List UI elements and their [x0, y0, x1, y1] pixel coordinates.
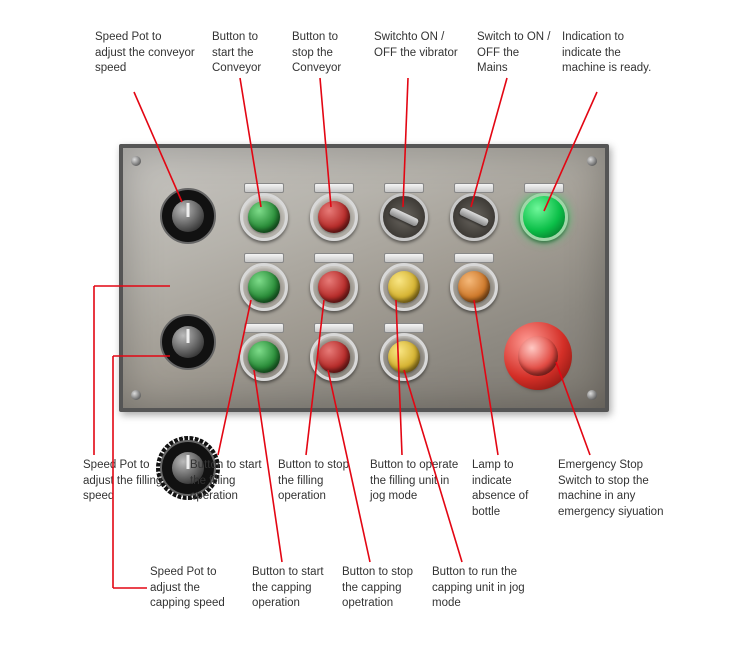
label-speed-capping: Speed Pot to adjust the capping speed	[150, 565, 235, 612]
stop-filling-button[interactable]	[310, 263, 358, 311]
label-switch-vibrator: Switchto ON / OFF the vibrator	[374, 30, 459, 61]
start-filling-button[interactable]	[240, 263, 288, 311]
label-estop: Emergency Stop Switch to stop the machin…	[558, 458, 678, 520]
stop-capping-button[interactable]	[310, 333, 358, 381]
emergency-stop-button[interactable]	[508, 326, 568, 386]
jog-filling-button[interactable]	[380, 263, 428, 311]
label-start-filling: Button to start the filling operation	[190, 458, 265, 505]
start-capping-button[interactable]	[240, 333, 288, 381]
speed-pot-filling[interactable]	[160, 314, 216, 370]
label-no-bottle-lamp: Lamp to indicate absence of bottle	[472, 458, 552, 520]
vibrator-switch[interactable]	[380, 193, 428, 241]
label-stop-conveyor: Button to stop the Conveyor	[292, 30, 362, 77]
screw-icon	[587, 390, 597, 400]
label-switch-mains: Switch to ON / OFF the Mains	[477, 30, 552, 77]
label-start-capping: Button to start the capping operation	[252, 565, 330, 612]
jog-capping-button[interactable]	[380, 333, 428, 381]
label-stop-filling: Button to stop the filling operation	[278, 458, 353, 505]
start-conveyor-button[interactable]	[240, 193, 288, 241]
label-start-conveyor: Button to start the Conveyor	[212, 30, 282, 77]
mains-switch[interactable]	[450, 193, 498, 241]
screw-icon	[131, 390, 141, 400]
label-speed-filling: Speed Pot to adjust the filling speed	[83, 458, 168, 505]
label-stop-capping: Button to stop the capping opetration	[342, 565, 420, 612]
ready-indicator-lamp	[520, 193, 568, 241]
label-jog-filling: Button to operate the filling unit in jo…	[370, 458, 460, 505]
label-speed-conveyor: Speed Pot to adjust the conveyor speed	[95, 30, 195, 77]
label-jog-capping: Button to run the capping unit in jog mo…	[432, 565, 532, 612]
screw-icon	[131, 156, 141, 166]
screw-icon	[587, 156, 597, 166]
no-bottle-lamp	[450, 263, 498, 311]
stop-conveyor-button[interactable]	[310, 193, 358, 241]
label-ready-lamp: Indication to indicate the machine is re…	[562, 30, 657, 77]
speed-pot-conveyor[interactable]	[160, 188, 216, 244]
